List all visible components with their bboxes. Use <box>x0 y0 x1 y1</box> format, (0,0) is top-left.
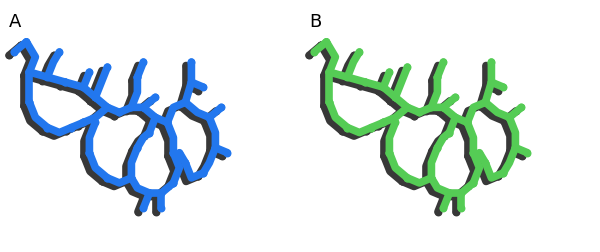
Text: A: A <box>9 13 22 30</box>
Text: B: B <box>309 13 321 30</box>
